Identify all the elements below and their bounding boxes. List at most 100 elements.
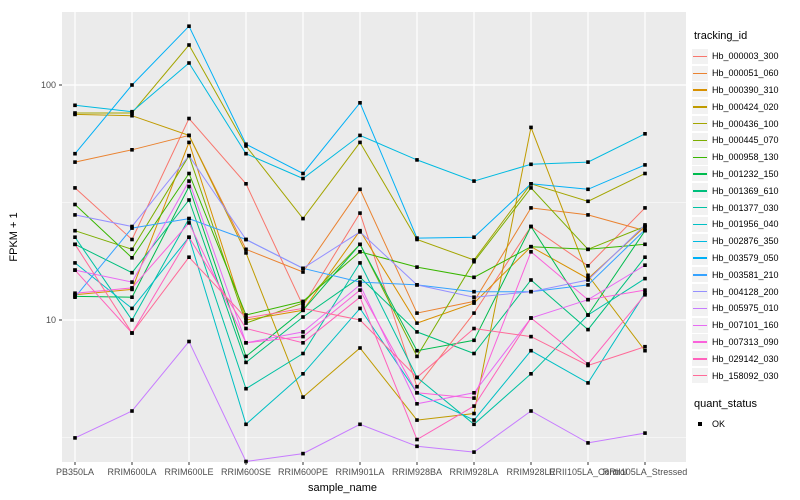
- legend-color-line: [693, 123, 707, 125]
- data-point-Hb_029142_030: [358, 295, 362, 299]
- data-point-Hb_000424_020: [130, 113, 134, 118]
- data-point-Hb_007101_160: [130, 280, 134, 284]
- data-point-Hb_003581_210: [643, 228, 647, 232]
- data-point-Hb_005975_010: [244, 459, 248, 464]
- data-point-Hb_005975_010: [529, 409, 533, 413]
- legend-item-label: Hb_158092_030: [712, 370, 779, 381]
- data-point-Hb_004128_200: [73, 213, 77, 217]
- data-point-Hb_000003_300: [472, 311, 476, 315]
- legend-key-swatch: [692, 267, 708, 283]
- data-point-Hb_000424_020: [586, 273, 590, 278]
- data-point-Hb_000424_020: [358, 346, 362, 350]
- legend-key-swatch: [692, 250, 708, 266]
- data-point-Hb_000051_060: [244, 247, 248, 252]
- legend-item-label: Hb_029142_030: [712, 353, 779, 364]
- data-point-Hb_000051_060: [73, 160, 77, 164]
- data-point-Hb_001232_150: [301, 308, 305, 313]
- data-point-Hb_000424_020: [187, 133, 191, 138]
- data-point-Hb_000958_130: [130, 256, 134, 260]
- data-point-Hb_007313_090: [73, 291, 77, 295]
- legend-items: Hb_000003_300 Hb_000051_060 Hb_000390_310 H…: [692, 48, 800, 384]
- data-point-Hb_007101_160: [358, 283, 362, 287]
- legend-key-swatch: [692, 334, 708, 350]
- panel-background: [62, 12, 686, 462]
- data-point-Hb_029142_030: [415, 437, 419, 442]
- data-point-Hb_029142_030: [472, 404, 476, 408]
- data-point-Hb_003579_050: [301, 171, 305, 176]
- data-point-Hb_001369_610: [529, 278, 533, 282]
- data-point-Hb_001369_610: [244, 360, 248, 365]
- data-point-Hb_000003_300: [301, 303, 305, 308]
- legend-item-label: Hb_000436_100: [712, 118, 779, 129]
- data-point-Hb_002876_350: [529, 162, 533, 167]
- data-point-Hb_007313_090: [130, 286, 134, 290]
- data-point-Hb_001377_030: [529, 372, 533, 376]
- data-point-Hb_005975_010: [643, 431, 647, 435]
- data-point-Hb_000424_020: [415, 418, 419, 422]
- data-point-Hb_000424_020: [529, 125, 533, 130]
- legend-item-label: Hb_001232_150: [712, 168, 779, 179]
- data-point-Hb_000436_100: [187, 43, 191, 47]
- legend-item-Hb_000424_020: Hb_000424_020: [692, 98, 800, 115]
- data-point-Hb_002876_350: [472, 179, 476, 183]
- legend-key-swatch: [692, 200, 708, 216]
- data-point-Hb_003581_210: [358, 280, 362, 284]
- data-point-Hb_001377_030: [472, 422, 476, 427]
- data-point-Hb_003581_210: [187, 216, 191, 221]
- data-point-Hb_001956_040: [529, 348, 533, 353]
- legend-key-swatch: [692, 65, 708, 81]
- legend-item-label: Hb_007101_160: [712, 320, 779, 331]
- data-point-Hb_029142_030: [301, 341, 305, 345]
- legend-key-swatch: [692, 149, 708, 165]
- data-point-Hb_000003_300: [244, 182, 248, 186]
- x-axis-title: sample_name: [307, 482, 378, 494]
- data-point-Hb_001232_150: [187, 184, 191, 189]
- data-point-Hb_000445_070: [415, 354, 419, 359]
- data-point-Hb_000051_060: [529, 206, 533, 210]
- data-point-Hb_002876_350: [130, 109, 134, 114]
- legend-key-swatch: [692, 368, 708, 384]
- legend-item-label: Hb_000390_310: [712, 84, 779, 95]
- data-point-Hb_001369_610: [187, 198, 191, 202]
- legend-item-label: Hb_002876_350: [712, 236, 779, 247]
- data-point-Hb_000958_130: [73, 202, 77, 207]
- data-point-Hb_001369_610: [130, 270, 134, 275]
- legend-item-quant-ok: OK: [692, 416, 800, 433]
- legend-item-label: Hb_007313_090: [712, 336, 779, 347]
- x-tick-label: RRIM901LA: [335, 467, 384, 477]
- data-point-Hb_003579_050: [73, 151, 77, 156]
- data-point-Hb_001369_610: [472, 351, 476, 356]
- legend-item-label: Hb_000051_060: [712, 68, 779, 79]
- legend-item-label: Hb_004128_200: [712, 286, 779, 297]
- legend-item-Hb_001369_610: Hb_001369_610: [692, 182, 800, 199]
- data-point-Hb_001369_610: [643, 255, 647, 259]
- legend-item-Hb_001956_040: Hb_001956_040: [692, 216, 800, 233]
- legend-key-swatch: [692, 183, 708, 199]
- data-point-Hb_007101_160: [187, 179, 191, 183]
- data-point-Hb_001369_610: [415, 330, 419, 334]
- data-point-Hb_004128_200: [244, 237, 248, 242]
- data-point-Hb_001232_150: [130, 295, 134, 299]
- data-point-Hb_004128_200: [529, 289, 533, 294]
- data-point-Hb_001232_150: [244, 354, 248, 359]
- data-point-Hb_000424_020: [301, 395, 305, 399]
- data-point-Hb_029142_030: [643, 293, 647, 297]
- data-point-Hb_001956_040: [472, 418, 476, 422]
- y-tick-label: 100: [41, 80, 56, 90]
- legend-item-Hb_000436_100: Hb_000436_100: [692, 115, 800, 132]
- data-point-Hb_001956_040: [244, 422, 248, 427]
- data-point-Hb_000958_130: [358, 250, 362, 254]
- data-point-Hb_000390_310: [244, 318, 248, 322]
- legend-key-swatch: [692, 216, 708, 232]
- data-point-Hb_001956_040: [130, 306, 134, 311]
- data-point-Hb_005975_010: [415, 444, 419, 449]
- legend-color-line: [693, 89, 707, 91]
- data-point-Hb_002876_350: [73, 103, 77, 108]
- data-point-Hb_005975_010: [130, 409, 134, 413]
- data-point-Hb_001377_030: [73, 235, 77, 239]
- data-point-Hb_001232_150: [358, 242, 362, 247]
- legend: tracking_id Hb_000003_300 Hb_000051_060 Hb…: [692, 30, 800, 433]
- data-point-Hb_007313_090: [415, 391, 419, 395]
